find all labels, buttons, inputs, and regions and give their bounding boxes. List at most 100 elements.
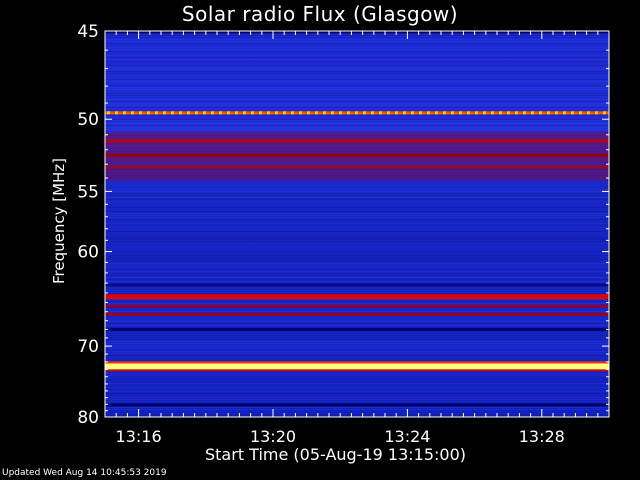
texture-stripe [105,131,609,132]
band-dot [307,111,310,115]
band-dot [595,111,598,115]
texture-stripe [105,53,609,54]
texture-stripe [105,293,609,294]
texture-stripe [105,61,609,62]
texture-stripe [105,359,609,360]
texture-stripe [105,35,609,36]
texture-stripe [105,83,609,84]
texture-stripe [105,99,609,100]
texture-stripe [105,327,609,328]
band-dot [579,111,582,115]
texture-stripe [105,397,609,398]
x-axis: 13:16 13:20 13:24 13:28 [116,31,599,446]
texture-stripe [105,227,609,228]
texture-stripe [105,241,609,242]
frequency-band-11 [105,403,609,407]
texture-stripe [105,189,609,190]
texture-stripe [105,331,609,332]
texture-stripe [105,371,609,372]
band-dot [203,111,206,115]
texture-stripe [105,103,609,104]
texture-stripe [105,255,609,256]
y-axis: 45 50 55 60 70 80 [77,22,609,428]
texture-stripe [105,249,609,250]
texture-stripe [105,91,609,92]
band-dot [395,111,398,115]
texture-stripe [105,233,609,234]
frequency-band-glow-bottom [105,369,609,372]
y-tick-label: 60 [77,243,99,263]
band-dot [515,111,518,115]
texture-stripe [105,221,609,222]
texture-stripe [105,409,609,410]
band-dot [547,111,550,115]
texture-stripe [105,199,609,200]
band-dot [539,111,542,115]
texture-stripe [105,121,609,122]
band-dot [379,111,382,115]
band-dot [139,111,142,115]
texture-stripe [105,377,609,378]
texture-stripe [105,299,609,300]
texture-stripe [105,71,609,72]
band-dot [555,111,558,115]
frequency-band-6 [105,294,609,300]
texture-stripe [105,401,609,402]
frequency-band-3 [105,154,609,158]
band-dot [227,111,230,115]
band-dot [363,111,366,115]
plot-frame [104,30,610,418]
texture-stripe [105,267,609,268]
band-dot [427,111,430,115]
texture-stripe [105,63,609,64]
texture-stripe [105,271,609,272]
texture-stripe [105,301,609,302]
texture-stripe [105,181,609,182]
texture-stripe [105,393,609,394]
frequency-band-0 [105,30,609,34]
texture-stripe [105,243,609,244]
texture-stripe [105,273,609,274]
band-dot [331,111,334,115]
texture-stripe [105,219,609,220]
texture-stripe [105,41,609,42]
texture-stripe [105,353,609,354]
texture-stripe [105,183,609,184]
texture-stripe [105,129,609,130]
texture-stripe [105,95,609,96]
band-dot [323,111,326,115]
y-tick-label: 45 [77,22,99,42]
texture-stripe [105,333,609,334]
band-dot [259,111,262,115]
band-dot [443,111,446,115]
texture-stripe [105,413,609,414]
x-tick-label: 13:20 [250,427,296,446]
texture-stripe [105,385,609,386]
texture-stripe [105,39,609,40]
texture-stripe [105,235,609,236]
texture-stripe [105,351,609,352]
band-dot [219,111,222,115]
texture-stripe [105,33,609,34]
band-dot [155,111,158,115]
texture-stripe [105,303,609,304]
texture-stripe [105,205,609,206]
texture-stripe [105,245,609,246]
texture-stripe [105,415,609,416]
band-dot [411,111,414,115]
band-dot [251,111,254,115]
texture-stripe [105,193,609,194]
band-dot [267,111,270,115]
texture-stripe [105,379,609,380]
band-dot [163,111,166,115]
y-tick-label: 55 [77,182,99,202]
plot-area [104,30,610,418]
texture-stripe [105,101,609,102]
texture-stripe [105,411,609,412]
frequency-band-9 [105,327,609,331]
frequency-band-7 [105,304,609,308]
texture-stripe [105,251,609,252]
texture-stripe [105,407,609,408]
texture-stripe [105,345,609,346]
